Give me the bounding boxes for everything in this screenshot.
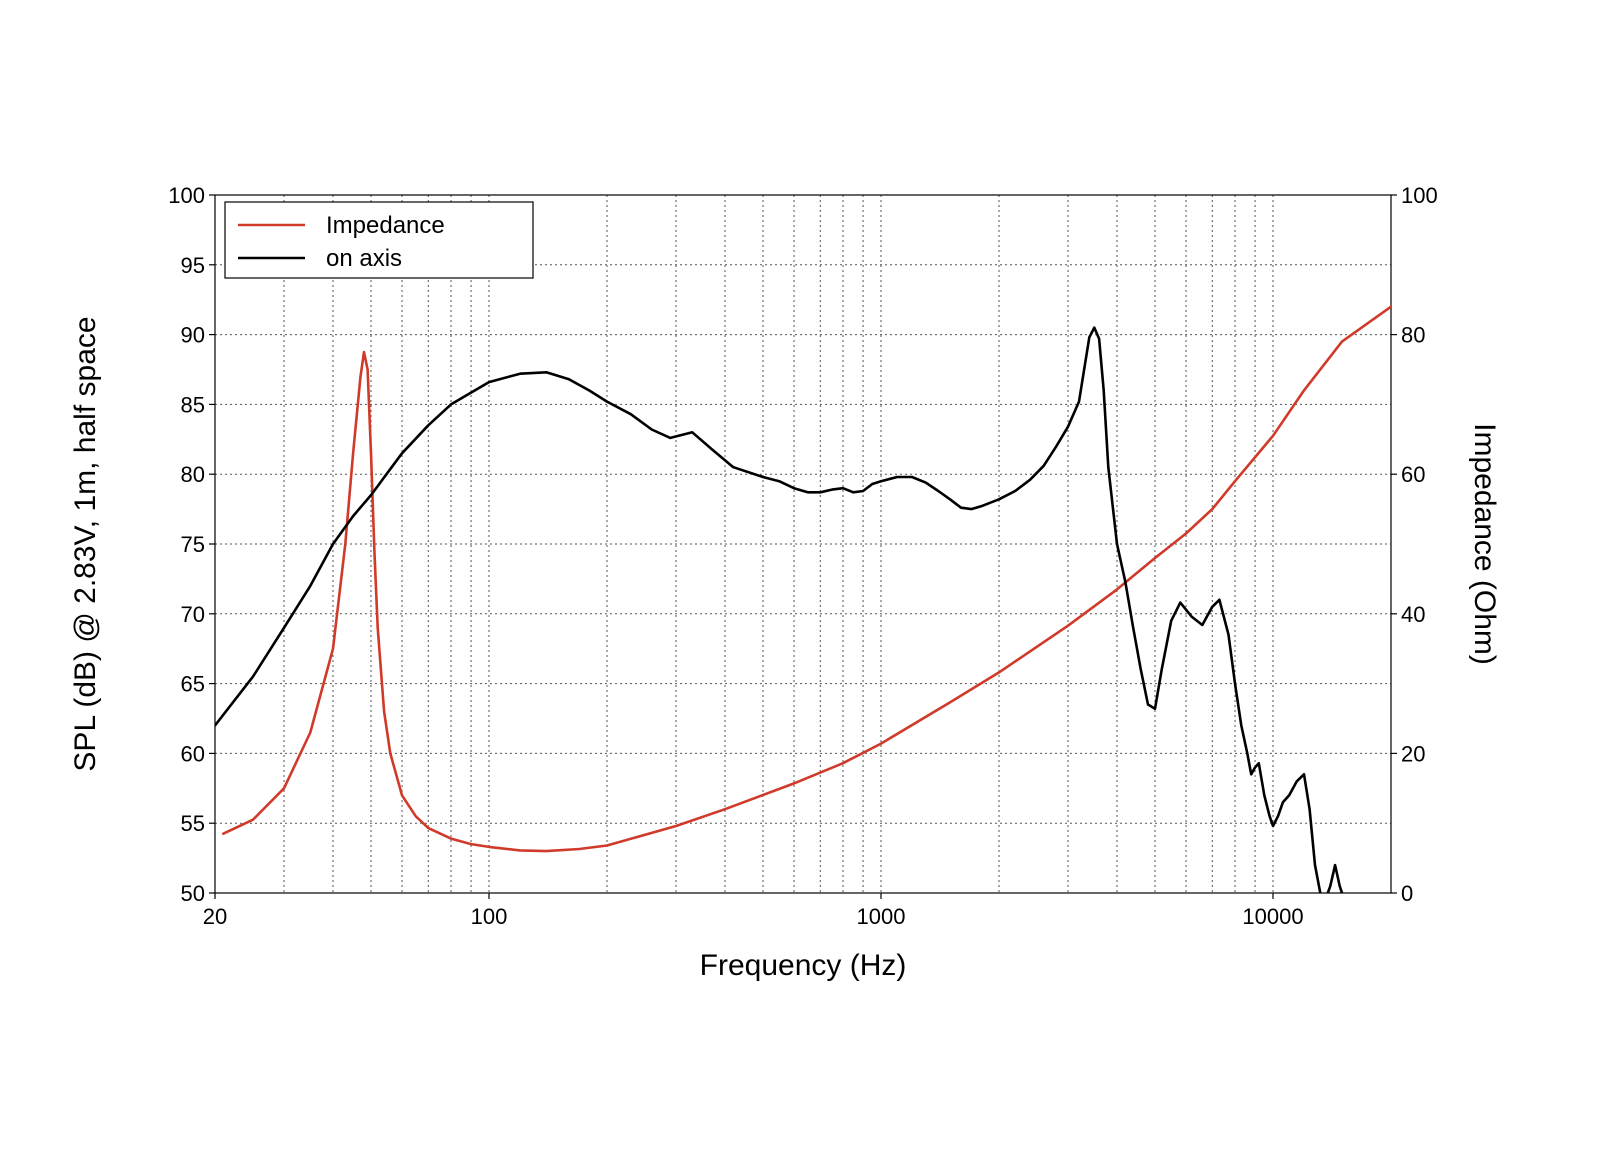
y2-tick-label: 0 — [1401, 881, 1413, 906]
y2-axis-ticks: 0 20 40 60 80 100 — [1391, 183, 1438, 906]
y-tick-label: 70 — [181, 602, 205, 627]
x-tick-label: 10000 — [1242, 904, 1303, 929]
series-lines — [215, 305, 1391, 893]
y2-tick-label: 80 — [1401, 323, 1425, 348]
y-tick-label: 95 — [181, 253, 205, 278]
legend-label-on-axis: on axis — [326, 245, 402, 272]
series-line-on-axis — [215, 326, 1344, 893]
y-tick-label: 50 — [181, 881, 205, 906]
x-tick-label: 1000 — [857, 904, 906, 929]
y2-tick-label: 20 — [1401, 741, 1425, 766]
y-tick-label: 80 — [181, 462, 205, 487]
y-tick-label: 75 — [181, 532, 205, 557]
legend: Impedance on axis — [224, 201, 534, 279]
x-axis-title: Frequency (Hz) — [700, 949, 907, 982]
series-line-impedance — [222, 305, 1391, 853]
y-tick-label: 65 — [181, 672, 205, 697]
x-axis-ticks: 20 100 1000 10000 — [203, 893, 1304, 929]
y-tick-label: 85 — [181, 392, 205, 417]
x-tick-label: 100 — [471, 904, 508, 929]
y2-tick-label: 40 — [1401, 602, 1425, 627]
y2-tick-label: 100 — [1401, 183, 1438, 208]
y-axis-title: SPL (dB) @ 2.83V, 1m, half space — [69, 316, 102, 771]
x-tick-label: 20 — [203, 904, 227, 929]
y-axis-ticks: 50 55 60 65 70 75 80 85 90 95 100 — [168, 183, 215, 906]
y-tick-label: 60 — [181, 741, 205, 766]
legend-box — [224, 201, 534, 279]
y2-tick-label: 60 — [1401, 462, 1425, 487]
legend-label-impedance: Impedance — [326, 212, 445, 239]
y-tick-label: 100 — [168, 183, 205, 208]
y-tick-label: 55 — [181, 811, 205, 836]
grid — [215, 195, 1391, 893]
y-tick-label: 90 — [181, 323, 205, 348]
y2-axis-title: Impedance (Ohm) — [1468, 423, 1501, 665]
